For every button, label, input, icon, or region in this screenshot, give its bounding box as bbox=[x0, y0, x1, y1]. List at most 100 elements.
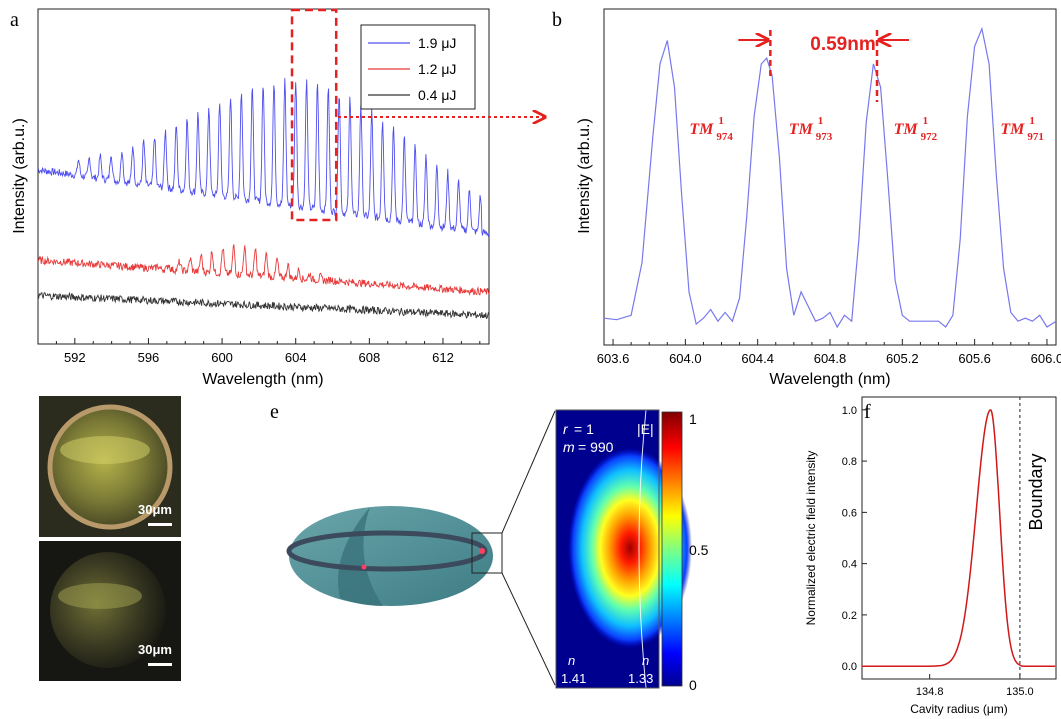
x-tick-label: 600 bbox=[211, 350, 233, 365]
x-tick-label: 135.0 bbox=[1006, 686, 1034, 698]
mode-label-sup: 1 bbox=[1029, 115, 1035, 127]
spacing-label: 0.59nm bbox=[810, 34, 875, 55]
series-line-2 bbox=[37, 244, 490, 296]
m-value: = 990 bbox=[578, 439, 614, 455]
field-symbol: |E| bbox=[637, 421, 654, 437]
mode-label-974: TM 1 974 bbox=[689, 115, 733, 143]
panel-f-chart: 0.0 0.2 0.4 0.6 0.8 1.0 134.8 135.0 Boundary Ca… bbox=[804, 396, 1057, 716]
n-left-label: n bbox=[568, 653, 575, 668]
field-hotspot bbox=[568, 448, 692, 648]
x-tick-label: 604.8 bbox=[814, 351, 847, 366]
x-tick-label: 608 bbox=[358, 350, 380, 365]
x-tick-label: 612 bbox=[432, 350, 454, 365]
legend-label-1-2: 1.2 μJ bbox=[418, 61, 456, 77]
x-tick-label: 596 bbox=[138, 350, 160, 365]
scale-bar-c bbox=[148, 523, 172, 526]
mode-label-sup: 1 bbox=[818, 115, 824, 127]
mode-label-sub: 971 bbox=[1027, 131, 1044, 143]
spectrum-line bbox=[603, 26, 1057, 329]
y-tick-label: 0.4 bbox=[842, 559, 857, 571]
field-profile-line bbox=[862, 409, 1056, 667]
mode-label-main: TM bbox=[1000, 121, 1025, 138]
photo-c: 30μm bbox=[39, 396, 181, 537]
series-line-3 bbox=[37, 291, 490, 320]
zoom-region bbox=[471, 532, 503, 574]
panel-f-xlabel: Cavity radius (μm) bbox=[910, 702, 1008, 716]
ellipsoid-body bbox=[289, 506, 493, 606]
highlight-box bbox=[290, 8, 338, 222]
scale-label-c: 30μm bbox=[138, 502, 172, 517]
scale-label-d: 30μm bbox=[138, 642, 172, 657]
series-line-1 bbox=[37, 78, 490, 238]
y-tick-label: 1.0 bbox=[842, 405, 857, 417]
n-right-value: 1.33 bbox=[628, 671, 653, 686]
colorbar-tick-1: 1 bbox=[689, 411, 697, 427]
r-label: r bbox=[563, 421, 569, 437]
panel-f-ylabel: Normalized electric field intensity bbox=[804, 451, 818, 626]
panel-b-ylabel: Intensity (arb.u.) bbox=[576, 118, 593, 234]
colorbar bbox=[661, 411, 683, 687]
panel-b-xlabel: Wavelength (nm) bbox=[769, 371, 890, 388]
microsphere-bright bbox=[47, 404, 173, 530]
mode-label-main: TM bbox=[789, 121, 814, 138]
mode-label-sup: 1 bbox=[718, 115, 724, 127]
mode-spot-right bbox=[479, 548, 485, 554]
y-tick-label: 0.8 bbox=[842, 456, 857, 468]
mode-label-sub: 974 bbox=[716, 131, 733, 143]
mode-label-sub: 973 bbox=[816, 131, 833, 143]
boundary-label: Boundary bbox=[1026, 453, 1046, 530]
panel-label-e: e bbox=[270, 401, 279, 423]
panel-e-ellipsoid bbox=[286, 410, 556, 686]
microsphere-dim bbox=[50, 552, 166, 668]
zoom-line-top bbox=[501, 410, 556, 534]
x-tick-label: 605.6 bbox=[958, 351, 991, 366]
r-value: = 1 bbox=[574, 421, 594, 437]
legend-label-0-4: 0.4 μJ bbox=[418, 87, 456, 103]
y-tick-label: 0.6 bbox=[842, 507, 857, 519]
mode-label-sup: 1 bbox=[923, 115, 929, 127]
mode-label-972: TM 1 972 bbox=[894, 115, 938, 143]
panel-a-chart: 592 596 600 604 608 612 Wavelength (nm) Inten… bbox=[11, 8, 545, 388]
zoom-line-bottom bbox=[501, 572, 556, 686]
panel-a-frame bbox=[37, 8, 490, 345]
y-tick-label: 0.0 bbox=[842, 661, 857, 673]
x-tick-label: 605.2 bbox=[886, 351, 919, 366]
field-map-frame bbox=[555, 409, 660, 689]
bright-band bbox=[60, 436, 150, 464]
colorbar-tick-0: 0 bbox=[689, 677, 697, 693]
mode-label-sub: 972 bbox=[921, 131, 938, 143]
mode-label-main: TM bbox=[689, 121, 714, 138]
panel-f-frame bbox=[861, 396, 1057, 680]
x-tick-label: 604 bbox=[285, 350, 307, 365]
x-tick-label: 606.0 bbox=[1031, 351, 1061, 366]
m-label: m bbox=[563, 439, 575, 455]
mode-label-971: TM 1 971 bbox=[1000, 115, 1044, 143]
colorbar-tick-0-5: 0.5 bbox=[689, 542, 709, 558]
n-right-label: n bbox=[642, 653, 649, 668]
interface-boundary bbox=[638, 409, 647, 689]
mode-label-main: TM bbox=[894, 121, 919, 138]
panel-label-b: b bbox=[552, 9, 562, 31]
mode-label-973: TM 1 973 bbox=[789, 115, 833, 143]
y-tick-label: 0.2 bbox=[842, 610, 857, 622]
n-left-value: 1.41 bbox=[561, 671, 586, 686]
panel-a-legend: 1.9 μJ 1.2 μJ 0.4 μJ bbox=[360, 24, 476, 110]
mode-spot-left bbox=[361, 564, 367, 570]
photo-d: 30μm bbox=[39, 541, 181, 681]
panel-e-field-map: r = 1 m = 990 |E| n 1.41 n 1.33 1 0.5 0 bbox=[555, 409, 709, 693]
x-tick-label: 604.0 bbox=[669, 351, 702, 366]
x-tick-label: 134.8 bbox=[916, 686, 944, 698]
dim-band bbox=[58, 583, 142, 609]
x-tick-label: 592 bbox=[64, 350, 86, 365]
scale-bar-d bbox=[148, 663, 172, 666]
panel-a-xlabel: Wavelength (nm) bbox=[202, 371, 323, 388]
panel-a-ylabel: Intensity (arb.u.) bbox=[11, 118, 28, 234]
panel-label-a: a bbox=[10, 9, 19, 31]
x-tick-label: 603.6 bbox=[597, 351, 630, 366]
panel-b-chart: 603.6 604.0 604.4 604.8 605.2 605.6 606.0 Wave… bbox=[576, 8, 1061, 388]
panel-label-f: f bbox=[864, 401, 871, 423]
ellipsoid-shadow bbox=[338, 507, 383, 606]
legend-label-1-9: 1.9 μJ bbox=[418, 35, 456, 51]
x-tick-label: 604.4 bbox=[741, 351, 774, 366]
